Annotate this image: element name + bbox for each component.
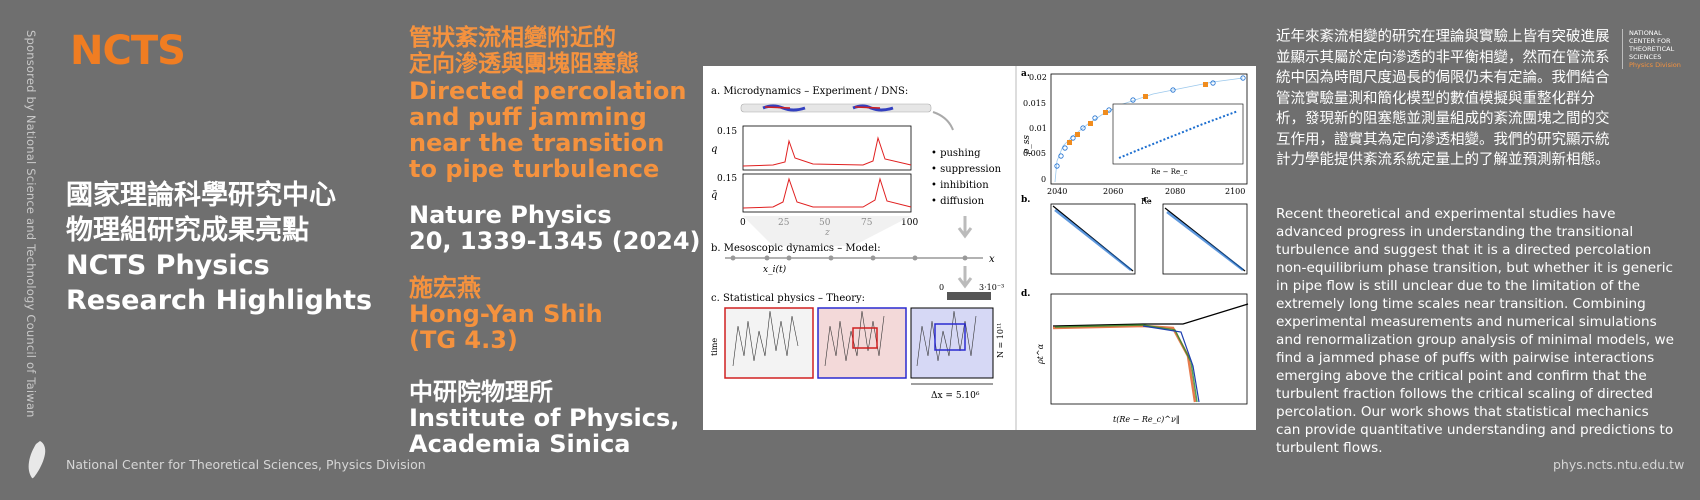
rho-tick-1: 0.015 [1023,99,1046,108]
re-tick-3: 2100 [1225,187,1245,196]
panel-r-a-label: a. [1021,69,1030,79]
d-y-axis-label: ρt^α [1036,343,1045,365]
qbar-axis-label: q̄ [711,190,717,201]
bullet-diffusion: • diffusion [931,196,985,207]
author-group: (TG 4.3) [409,326,518,354]
journal-name: Nature Physics [409,201,612,229]
sponsor-text: Sponsored by National Science and Techno… [24,30,38,418]
rho-tick-2: 0.01 [1029,124,1047,133]
q-axis-label: q [711,144,717,155]
paper-title-zh: 管狀紊流相變附近的 定向滲透與團塊阻塞態 [409,25,639,77]
institution-zh: 中研院物理所 [409,378,553,406]
xi-label: x_i(t) [763,264,787,275]
panel-b-title: b. Mesoscopic dynamics – Model: [711,243,881,254]
z-tick-100: 100 [901,218,918,228]
author-zh: 施宏燕 [409,274,481,302]
website-url[interactable]: phys.ncts.ntu.edu.tw [1553,457,1685,472]
side-logo-line4: SCIENCES [1629,53,1662,61]
paper-title-en: Directed percolation and puff jamming ne… [409,78,686,182]
side-logo-line1: NATIONAL [1629,29,1662,37]
research-highlights-heading: 國家理論科學研究中心 物理組研究成果亮點 NCTS Physics Resear… [66,178,372,318]
panel-a-title: a. Microdynamics – Experiment / DNS: [711,86,908,97]
panel-r-b-label: b. [1021,195,1030,205]
re-tick-0: 2040 [1047,187,1067,196]
institution-block: 中研院物理所 Institute of Physics, Academia Si… [409,379,679,457]
highlight-zh-line1: 國家理論科學研究中心 [66,180,336,211]
rho-tick-0: 0.02 [1029,73,1047,82]
colorbar-max: 3·10⁻³ [979,283,1004,292]
z-tick-0: 0 [740,218,746,228]
title-en-line2: and puff jamming [409,103,647,131]
journal-citation: Nature Physics 20, 1339-1345 (2024) [409,202,701,254]
side-logo-division: Physics Division [1629,61,1681,69]
institution-en-line2: Academia Sinica [409,430,631,458]
abstract-en: Recent theoretical and experimental stud… [1276,206,1674,456]
bullet-pushing: • pushing [931,148,981,159]
dx-label: Δx = 5.10⁶ [931,391,980,401]
bullet-inhibition: • inhibition [931,180,989,191]
rho-tick-3: 0.005 [1023,149,1046,158]
highlight-en-line2: Research Highlights [66,285,373,316]
journal-volume: 20, 1339-1345 (2024) [409,227,701,255]
paper-figure: a. Microdynamics – Experiment / DNS: q 0… [703,66,1256,430]
rho-axis-label: ρ_ss [1022,135,1032,155]
x-axis-label: x [989,254,995,265]
q-tick-label: 0.15 [717,127,737,137]
colorbar-min: 0 [939,283,944,292]
n-label: N = 10¹¹ [996,323,1005,358]
re-axis-label: Re [1141,197,1152,206]
re-tick-1: 2060 [1103,187,1123,196]
re-tick-2: 2080 [1165,187,1185,196]
title-zh-line1: 管狀紊流相變附近的 [409,25,616,51]
title-zh-line2: 定向滲透與團塊阻塞態 [409,51,639,77]
panel-c-title: c. Statistical physics – Theory: [711,293,865,304]
highlight-zh-line2: 物理組研究成果亮點 [66,215,309,246]
title-en-line3: near the transition [409,129,665,157]
institution-en-line1: Institute of Physics, [409,404,680,432]
bullet-suppression: • suppression [931,164,1002,175]
title-en-line1: Directed percolation [409,77,687,105]
side-logo-line3: THEORETICAL [1629,45,1675,53]
side-logo-line2: CENTER FOR [1629,37,1671,45]
author-en: Hong-Yan Shih [409,300,603,328]
author-block: 施宏燕 Hong-Yan Shih (TG 4.3) [409,275,603,353]
inset-axis-label: Re − Re_c [1151,168,1188,176]
panel-r-d-label: d. [1021,289,1030,299]
footer-org: National Center for Theoretical Sciences… [66,457,426,472]
abstract-zh: 近年來紊流相變的研究在理論與實驗上皆有突破進展並顯示其屬於定向滲透的非平衡相變，… [1276,29,1610,168]
ncts-side-logo: NATIONAL CENTER FOR THEORETICAL SCIENCES… [1622,29,1699,69]
highlight-en-line1: NCTS Physics [66,250,270,281]
panel-r-c-label: c. [1143,195,1152,205]
rho-tick-4: 0 [1041,175,1046,184]
d-x-axis-label: t(Re − Re_c)^ν‖ [1113,415,1180,424]
ncts-logo: NCTS [70,28,186,74]
qbar-tick-label: 0.15 [717,174,737,184]
time-axis-label: time [710,338,719,356]
taiwan-map-icon [28,441,46,479]
title-en-line4: to pipe turbulence [409,155,660,183]
